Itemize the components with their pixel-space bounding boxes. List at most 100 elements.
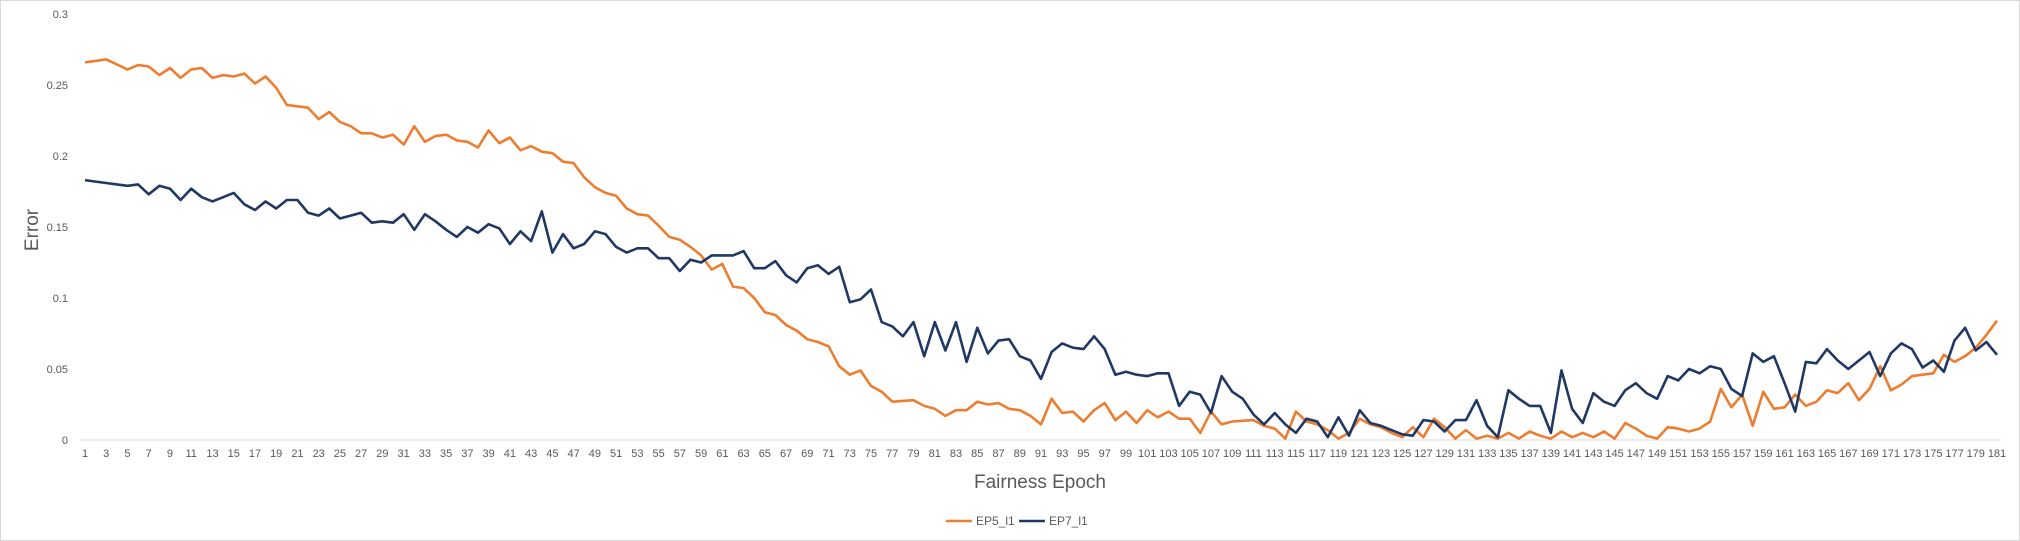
x-tick-label: 95 [1077,448,1089,460]
x-tick-label: 7 [146,448,152,460]
x-tick-label: 75 [865,448,877,460]
y-tick-label: 0.2 [53,151,68,163]
y-tick-label: 0.3 [53,9,68,21]
x-tick-label: 143 [1584,448,1602,460]
x-tick-label: 35 [440,448,452,460]
legend: EP5_l1 EP7_l1 [946,514,1088,528]
x-tick-label: 171 [1882,448,1900,460]
x-tick-label: 23 [313,448,325,460]
x-tick-label: 5 [124,448,130,460]
x-tick-label: 49 [589,448,601,460]
x-tick-label: 33 [419,448,431,460]
x-tick-label: 151 [1669,448,1687,460]
x-tick-label: 13 [206,448,218,460]
x-tick-label: 83 [950,448,962,460]
x-tick-label: 1 [82,448,88,460]
x-tick-label: 181 [1988,448,2006,460]
x-tick-label: 111 [1245,448,1262,460]
x-tick-label: 103 [1159,448,1177,460]
x-tick-label: 9 [167,448,173,460]
x-tick-label: 99 [1120,448,1132,460]
x-tick-label: 135 [1499,448,1517,460]
x-tick-label: 47 [567,448,579,460]
y-axis-title: Error [22,208,43,251]
x-tick-label: 71 [822,448,834,460]
x-tick-label: 79 [907,448,919,460]
x-tick-label: 109 [1223,448,1241,460]
x-tick-label: 11 [186,448,197,460]
x-tick-label: 121 [1350,448,1368,460]
x-tick-label: 31 [398,448,410,460]
x-tick-label: 55 [652,448,664,460]
x-tick-label: 21 [291,448,303,460]
x-tick-label: 45 [546,448,558,460]
x-tick-label: 119 [1330,448,1348,460]
x-tick-label: 97 [1099,448,1111,460]
x-tick-label: 61 [716,448,728,460]
x-tick-label: 133 [1478,448,1496,460]
legend-label: EP7_l1 [1049,514,1088,528]
x-tick-label: 57 [674,448,686,460]
x-tick-label: 127 [1414,448,1432,460]
x-tick-label: 25 [334,448,346,460]
x-tick-label: 131 [1457,448,1475,460]
x-tick-label: 3 [103,448,109,460]
x-tick-label: 159 [1754,448,1772,460]
x-tick-label: 161 [1775,448,1793,460]
legend-label: EP5_l1 [976,514,1015,528]
x-tick-label: 123 [1372,448,1390,460]
series-line-ep5-l1 [84,58,1999,440]
x-tick-label: 147 [1627,448,1645,460]
y-tick-label: 0.15 [47,222,68,234]
x-tick-label: 89 [1014,448,1026,460]
x-tick-label: 153 [1690,448,1708,460]
x-tick-label: 107 [1202,448,1220,460]
x-tick-label: 19 [270,448,282,460]
x-tick-label: 157 [1733,448,1751,460]
x-tick-label: 105 [1181,448,1199,460]
x-tick-label: 65 [759,448,771,460]
x-tick-label: 53 [631,448,643,460]
series-lines [84,58,1999,440]
x-tick-label: 93 [1056,448,1068,460]
x-tick-label: 113 [1266,448,1284,460]
x-tick-label: 117 [1308,448,1326,460]
x-tick-label: 73 [844,448,856,460]
x-tick-label: 125 [1393,448,1411,460]
y-tick-label: 0.1 [53,293,68,305]
x-tick-label: 101 [1138,448,1156,460]
x-tick-label: 167 [1839,448,1857,460]
y-tick-label: 0 [62,435,68,447]
x-tick-label: 17 [249,448,261,460]
y-tick-label: 0.05 [47,364,68,376]
x-axis-tick-labels: 1 3 5 7 9 11 13 15 17 19 21 23 25 27 29 31 33 35 37 39 41 43 4… [82,448,2006,460]
x-tick-label: 67 [780,448,792,460]
x-tick-label: 141 [1563,448,1581,460]
x-tick-label: 145 [1605,448,1623,460]
x-tick-label: 137 [1520,448,1538,460]
x-tick-label: 87 [992,448,1004,460]
x-axis-title: Fairness Epoch [974,472,1106,493]
x-tick-label: 41 [504,448,516,460]
x-tick-label: 43 [525,448,537,460]
x-tick-label: 149 [1648,448,1666,460]
x-tick-label: 169 [1860,448,1878,460]
x-tick-label: 163 [1797,448,1815,460]
x-tick-label: 69 [801,448,813,460]
x-tick-label: 37 [461,448,473,460]
series-line-ep7-l1 [84,178,1999,439]
x-tick-label: 39 [483,448,495,460]
x-tick-label: 155 [1712,448,1730,460]
x-tick-label: 15 [228,448,240,460]
x-tick-label: 173 [1903,448,1921,460]
x-tick-label: 175 [1924,448,1942,460]
x-tick-label: 85 [971,448,983,460]
x-tick-label: 177 [1945,448,1963,460]
y-tick-label: 0.25 [47,80,68,92]
x-tick-label: 81 [929,448,941,460]
x-tick-label: 63 [737,448,749,460]
y-axis-tick-labels: 0 0.05 0.1 0.15 0.2 0.25 0.3 [47,9,68,447]
x-tick-label: 91 [1035,448,1047,460]
x-tick-label: 59 [695,448,707,460]
